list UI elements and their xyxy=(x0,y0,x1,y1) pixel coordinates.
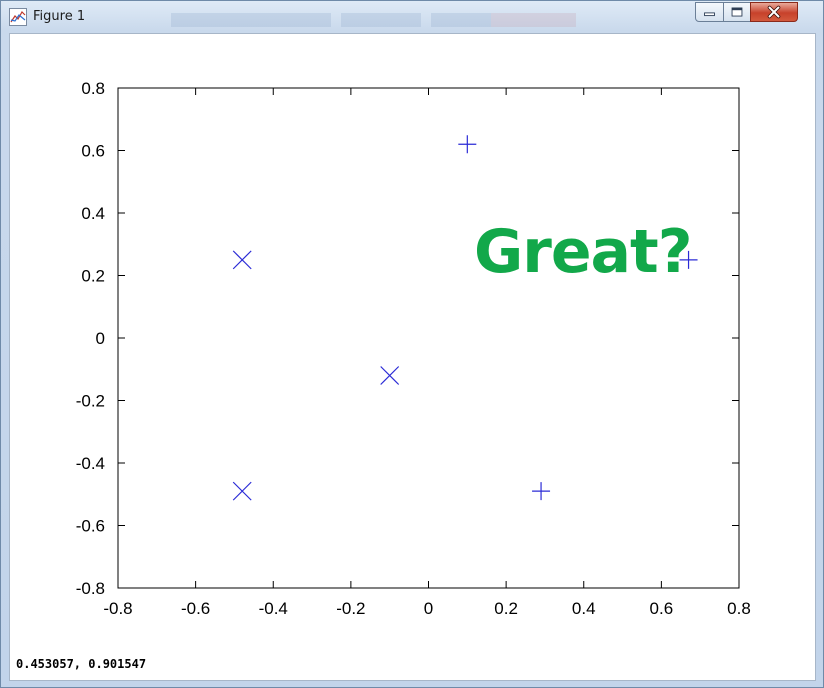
y-tick-label: 0.4 xyxy=(81,204,105,223)
plus-marker-point xyxy=(532,482,551,501)
x-tick-label: -0.6 xyxy=(181,599,210,618)
x-tick-label: 0.8 xyxy=(727,599,751,618)
y-tick-label: 0 xyxy=(96,329,105,348)
x-marker-point xyxy=(232,250,252,270)
plus-marker-point xyxy=(458,135,477,154)
figure-chart-icon xyxy=(9,8,27,26)
y-tick-label: 0.8 xyxy=(81,79,105,98)
figure-canvas[interactable]: -0.8 -0.6 -0.4 -0.2 0 0.2 0.4 0.6 0.8 -0.8 -0.6 -0.… xyxy=(9,33,816,681)
x-tick-label: 0.4 xyxy=(572,599,596,618)
title-bar[interactable]: Figure 1 xyxy=(1,1,823,33)
minimize-icon xyxy=(704,12,715,17)
cursor-coordinates: 0.453057, 0.901547 xyxy=(16,657,147,671)
x-tick-label: 0 xyxy=(424,599,433,618)
minimize-button[interactable] xyxy=(695,2,724,22)
x-tick-label: -0.4 xyxy=(259,599,288,618)
x-tick-label: -0.2 xyxy=(336,599,365,618)
close-icon xyxy=(767,5,781,19)
scatter-plot[interactable]: -0.8 -0.6 -0.4 -0.2 0 0.2 0.4 0.6 0.8 -0.8 -0.6 -0.… xyxy=(10,34,815,649)
y-tick-label: -0.4 xyxy=(76,454,105,473)
x-marker-point xyxy=(232,481,252,501)
x-marker-point xyxy=(380,366,400,385)
annotation-text: Great? xyxy=(474,217,693,287)
x-tick-label: 0.2 xyxy=(494,599,518,618)
y-tick-label: 0.2 xyxy=(81,267,105,286)
background-taskbar-ghost xyxy=(171,13,576,27)
close-button[interactable] xyxy=(750,2,798,22)
y-tick-label: -0.8 xyxy=(76,579,105,598)
y-tick-label: 0.6 xyxy=(81,142,105,161)
maximize-icon xyxy=(731,7,743,17)
window-title: Figure 1 xyxy=(33,9,86,24)
maximize-button[interactable] xyxy=(723,2,751,22)
x-tick-label: 0.6 xyxy=(650,599,674,618)
plus-marker-point xyxy=(679,250,698,269)
y-tick-label: -0.6 xyxy=(76,517,105,536)
x-tick-label: -0.8 xyxy=(103,599,132,618)
plot-frame xyxy=(117,87,740,589)
y-tick-label: -0.2 xyxy=(76,392,105,411)
